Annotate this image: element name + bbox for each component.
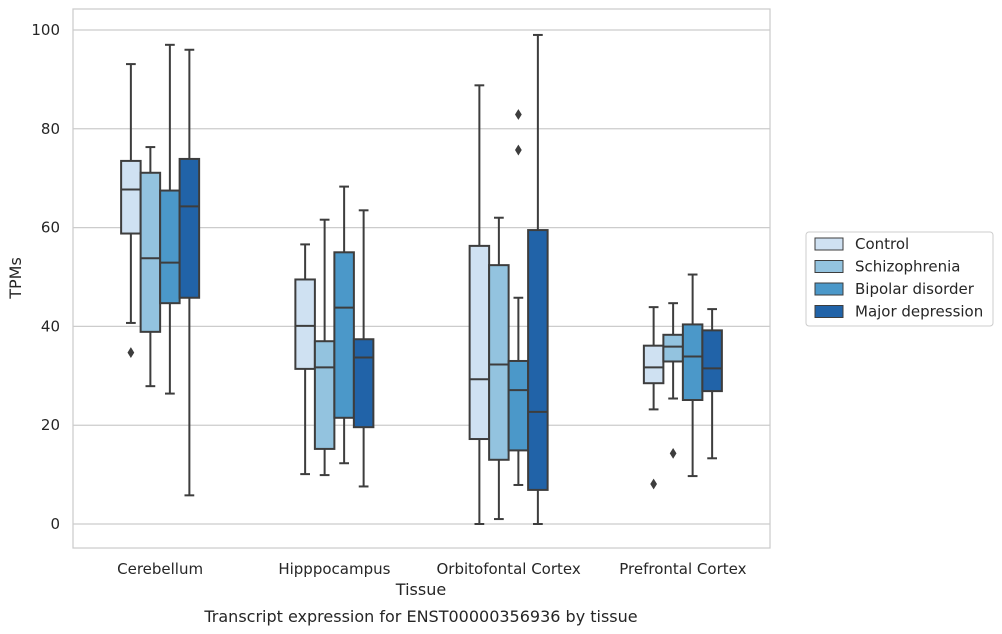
box-iqr: [701, 329, 723, 393]
legend-label: Bipolar disorder: [855, 280, 975, 298]
legend-swatch: [814, 237, 844, 251]
legend-items: Control Schizophrenia Bipolar disorder Majo…: [814, 235, 983, 321]
legend-label: Major depression: [855, 303, 983, 321]
box-bipolar-disorder: [159, 43, 181, 395]
box-control: [294, 243, 316, 476]
box-iqr: [681, 323, 704, 402]
x-tick-label: Orbitofontal Cortex: [437, 560, 581, 578]
box-iqr: [294, 278, 316, 370]
box-iqr: [352, 338, 375, 429]
x-tick-label: Prefrontal Cortex: [619, 560, 746, 578]
box-control: [642, 306, 665, 490]
y-tick-label: 100: [31, 21, 60, 39]
box-control: [120, 63, 142, 358]
box-major-depression: [178, 48, 201, 497]
outlier-point: [650, 478, 657, 490]
legend-label: Control: [855, 235, 909, 253]
x-tick-label: Cerebellum: [117, 560, 203, 578]
box-major-depression: [527, 33, 549, 525]
outlier-point: [127, 347, 135, 358]
plot-frame: [72, 8, 771, 549]
x-tick-label: Hipppocampus: [278, 560, 390, 578]
outlier-point: [515, 144, 522, 156]
box-control: [468, 84, 491, 525]
box-major-depression: [701, 308, 723, 460]
box-iqr: [468, 244, 491, 441]
y-tick-label: 0: [50, 515, 60, 533]
box-iqr: [527, 229, 549, 491]
legend-swatch: [814, 282, 844, 296]
legend-frame: [805, 231, 994, 327]
box-bipolar-disorder: [507, 109, 530, 486]
outlier-point: [669, 447, 677, 459]
box-groups: [120, 33, 723, 525]
y-tick-label: 80: [41, 120, 60, 138]
legend: Control Schizophrenia Bipolar disorder Majo…: [805, 231, 994, 327]
box-iqr: [120, 159, 142, 235]
box-iqr: [488, 264, 510, 461]
box-iqr: [139, 171, 162, 333]
box-iqr: [313, 340, 336, 450]
box-iqr: [333, 251, 355, 419]
box-schizophrenia: [662, 302, 684, 459]
box-iqr: [662, 333, 684, 363]
x-tick-labels: Cerebellum Hipppocampus Orbitofontal Corte…: [117, 560, 746, 578]
y-tick-label: 20: [41, 416, 60, 434]
box-major-depression: [352, 209, 375, 488]
chart-caption: Transcript expression for ENST0000035693…: [203, 607, 637, 626]
legend-swatch: [814, 260, 844, 273]
y-tick-label: 60: [41, 219, 60, 237]
box-schizophrenia: [139, 146, 162, 388]
box-schizophrenia: [313, 218, 336, 477]
y-tick-labels: 0 20 40 60 80 100: [31, 21, 60, 533]
outlier-point: [515, 109, 522, 120]
y-tick-label: 40: [41, 317, 60, 335]
legend-swatch: [814, 305, 844, 318]
box-bipolar-disorder: [333, 185, 355, 465]
box-iqr: [159, 189, 181, 305]
box-iqr: [178, 157, 201, 299]
y-axis-label: TPMs: [6, 257, 25, 300]
x-axis-label: Tissue: [395, 580, 446, 599]
legend-label: Schizophrenia: [855, 258, 960, 276]
box-bipolar-disorder: [681, 273, 704, 478]
box-iqr: [642, 344, 665, 385]
box-iqr: [507, 359, 530, 452]
box-schizophrenia: [488, 216, 510, 521]
